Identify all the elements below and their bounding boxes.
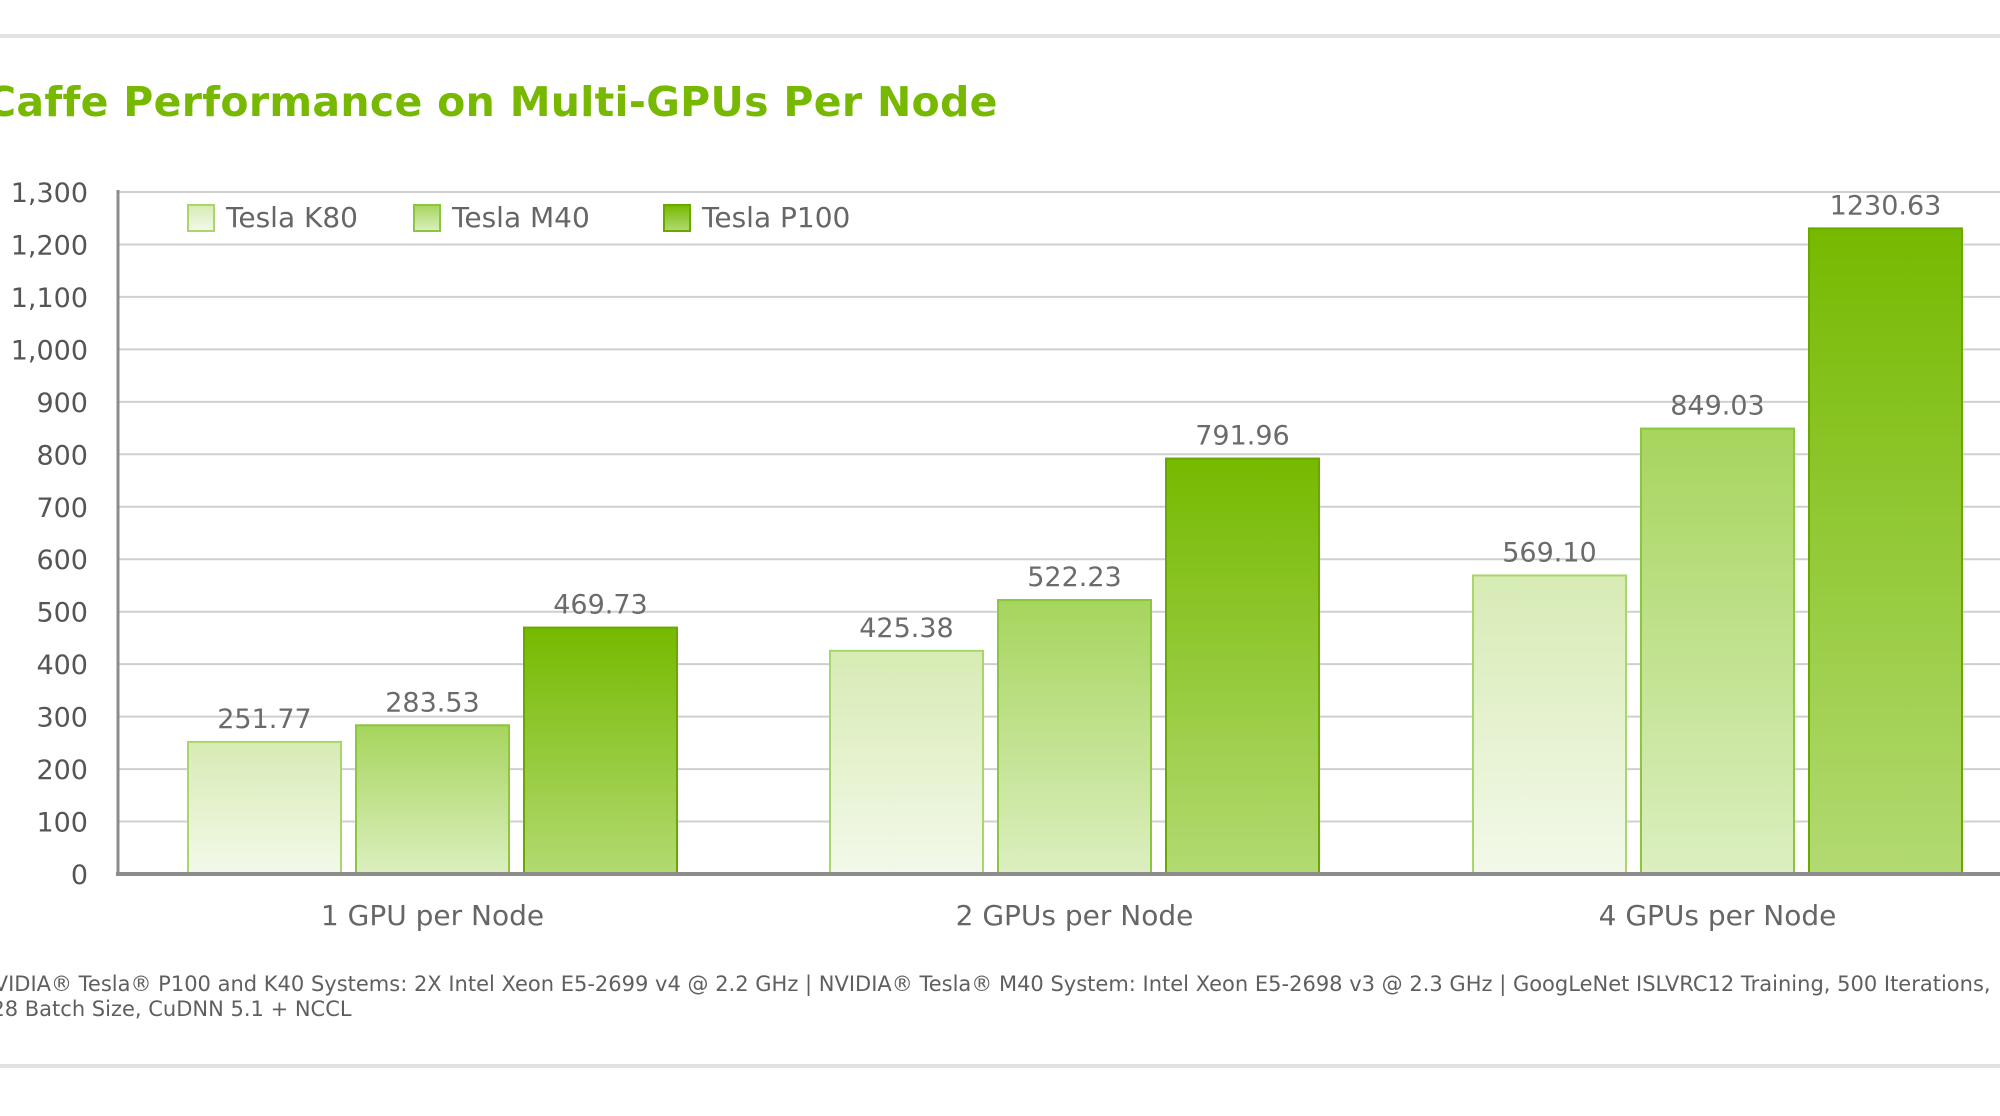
y-tick-label: 600 (36, 545, 88, 576)
data-label: 569.10 (1502, 537, 1596, 568)
bar-m40-2 (997, 599, 1152, 875)
bar-k80-2 (829, 649, 984, 875)
legend: Tesla K80 Tesla M40 Tesla P100 (187, 201, 850, 234)
top-divider (0, 34, 2000, 38)
y-tick-label: 1,300 (11, 178, 88, 209)
legend-swatch-m40 (413, 204, 441, 232)
legend-swatch-k80 (187, 204, 215, 232)
data-label: 283.53 (385, 687, 479, 718)
data-label: 849.03 (1670, 391, 1764, 422)
legend-swatch-p100 (663, 204, 691, 232)
y-tick-label: 0 (71, 860, 88, 891)
y-tick-label: 800 (36, 440, 88, 471)
bar-m40-1 (355, 724, 510, 875)
bar-m40-3 (1640, 427, 1795, 875)
bottom-divider (0, 1064, 2000, 1068)
x-tick-label: 4 GPUs per Node (1599, 899, 1837, 932)
x-tick-label: 2 GPUs per Node (956, 899, 1194, 932)
bar-k80-1 (187, 740, 342, 876)
y-tick-label: 700 (36, 493, 88, 524)
data-label: 425.38 (859, 613, 953, 644)
y-tick-label: 300 (36, 703, 88, 734)
y-axis: 0 100 200 300 400 500 600 700 800 900 1,000 1,100 1,… (11, 178, 120, 891)
bar-p100-2 (1165, 457, 1320, 875)
bar-p100-3 (1808, 227, 1963, 875)
data-label: 791.96 (1195, 421, 1289, 452)
data-label: 522.23 (1027, 562, 1121, 593)
bar-k80-3 (1472, 574, 1627, 876)
legend-label: Tesla K80 (225, 201, 358, 234)
x-tick-label: 1 GPU per Node (321, 899, 544, 932)
footnote: NVIDIA® Tesla® P100 and K40 Systems: 2X … (0, 972, 1991, 1021)
bar-p100-1 (523, 626, 678, 875)
legend-label: Tesla P100 (701, 201, 850, 234)
y-tick-label: 200 (36, 755, 88, 786)
data-label: 469.73 (553, 590, 647, 621)
data-label: 1230.63 (1830, 190, 1942, 221)
y-tick-label: 1,000 (11, 335, 88, 366)
data-label: 251.77 (217, 704, 311, 735)
y-tick-label: 1,200 (11, 230, 88, 261)
x-axis: 1 GPU per Node 2 GPUs per Node 4 GPUs per … (116, 872, 2000, 932)
bars: 251.77 283.53 469.73 425.38 522.23 791.96 569.… (187, 190, 1963, 876)
y-tick-label: 400 (36, 650, 88, 681)
legend-label: Tesla M40 (451, 201, 590, 234)
chart-title: Caffe Performance on Multi-GPUs Per Node (0, 78, 998, 126)
y-tick-label: 100 (36, 808, 88, 839)
y-tick-label: 500 (36, 598, 88, 629)
y-tick-label: 1,100 (11, 283, 88, 314)
y-tick-label: 900 (36, 388, 88, 419)
